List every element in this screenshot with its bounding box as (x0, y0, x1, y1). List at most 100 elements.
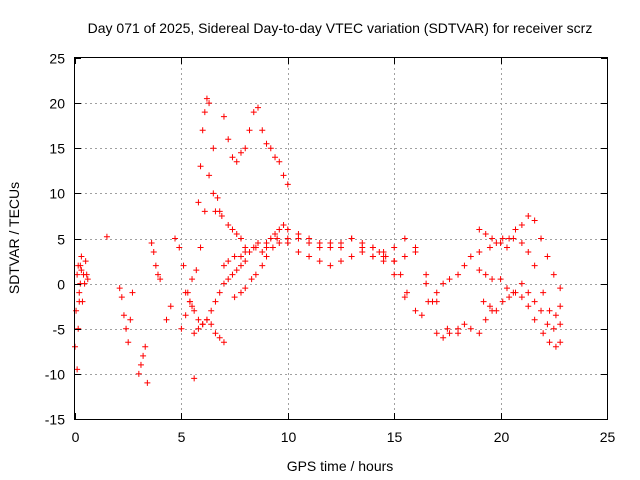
data-point (518, 280, 525, 287)
data-point (214, 194, 221, 201)
data-point (81, 280, 88, 287)
data-point (518, 221, 525, 228)
data-point (259, 127, 266, 134)
x-axis-label: GPS time / hours (287, 458, 394, 474)
data-point (476, 267, 483, 274)
data-point (552, 343, 559, 350)
data-point (195, 316, 202, 323)
data-point (525, 303, 532, 310)
data-point (338, 240, 344, 247)
data-point (195, 325, 202, 332)
x-tick-label: 10 (281, 429, 297, 445)
data-point (503, 285, 510, 292)
data-point (476, 330, 483, 337)
data-point (276, 226, 283, 233)
data-point (412, 249, 419, 256)
data-point (497, 276, 504, 283)
data-point (193, 267, 200, 274)
data-point (225, 276, 232, 283)
data-point (503, 244, 510, 251)
data-point (550, 271, 557, 278)
data-point (229, 154, 236, 161)
x-tick-label: 15 (387, 429, 403, 445)
data-point (250, 109, 257, 116)
data-point (220, 339, 227, 346)
data-point (263, 140, 270, 147)
data-point (237, 149, 244, 156)
data-point (118, 294, 125, 301)
data-point (512, 289, 519, 296)
data-point (197, 163, 204, 170)
y-tick-label: 20 (49, 96, 65, 112)
data-point (506, 294, 513, 301)
data-point (252, 244, 259, 251)
ticks (75, 58, 608, 420)
data-point (237, 235, 244, 242)
data-point (220, 113, 227, 120)
data-point (557, 339, 564, 346)
data-point (182, 289, 189, 296)
data-point (369, 244, 376, 251)
data-point (148, 240, 155, 247)
data-point (512, 226, 519, 233)
data-point (382, 253, 389, 260)
data-point (242, 145, 249, 152)
data-point (518, 294, 525, 301)
data-point (295, 249, 302, 256)
data-point (284, 240, 291, 247)
data-point (401, 294, 408, 301)
data-point (255, 104, 262, 111)
data-point (129, 289, 136, 296)
data-point (167, 303, 174, 310)
y-tick-label: 0 (57, 277, 65, 293)
data-point (391, 271, 398, 278)
data-point (557, 303, 564, 310)
data-point (123, 325, 130, 332)
data-point (201, 109, 208, 116)
data-point (248, 276, 255, 283)
data-point (306, 253, 313, 260)
data-point (486, 303, 493, 310)
data-point (76, 289, 83, 296)
data-point (78, 253, 85, 260)
data-point (412, 307, 419, 314)
data-point (82, 258, 89, 265)
data-point (284, 181, 291, 188)
data-point (401, 253, 408, 260)
data-point (376, 249, 383, 256)
data-point (259, 262, 266, 269)
data-point (189, 276, 196, 283)
data-point (218, 212, 225, 219)
data-point (480, 298, 487, 305)
data-point (201, 208, 208, 215)
data-point (423, 271, 430, 278)
data-point (280, 221, 287, 228)
data-point (429, 298, 436, 305)
data-point (433, 289, 440, 296)
data-point (267, 145, 274, 152)
data-point (482, 271, 489, 278)
data-point (78, 267, 85, 274)
chart-title: Day 071 of 2025, Sidereal Day-to-day VTE… (88, 20, 593, 36)
data-point (440, 334, 447, 341)
data-point (186, 298, 193, 305)
data-point (269, 244, 276, 251)
data-point (403, 289, 410, 296)
data-point (182, 312, 189, 319)
data-point (272, 230, 279, 237)
data-point (525, 212, 532, 219)
data-point (125, 339, 132, 346)
data-point (242, 249, 249, 256)
data-point (152, 262, 159, 269)
data-point (191, 330, 198, 337)
data-point (284, 226, 291, 233)
data-point (295, 230, 302, 237)
data-point (348, 253, 355, 260)
tick-labels: 0 5 10 15 20 25 -15 -10 -5 0 5 10 15 20 25 (45, 51, 616, 446)
data-point (499, 235, 506, 242)
data-point (142, 343, 149, 350)
data-point (525, 289, 532, 296)
data-point (455, 271, 462, 278)
data-point (316, 258, 323, 265)
data-point (440, 280, 447, 287)
